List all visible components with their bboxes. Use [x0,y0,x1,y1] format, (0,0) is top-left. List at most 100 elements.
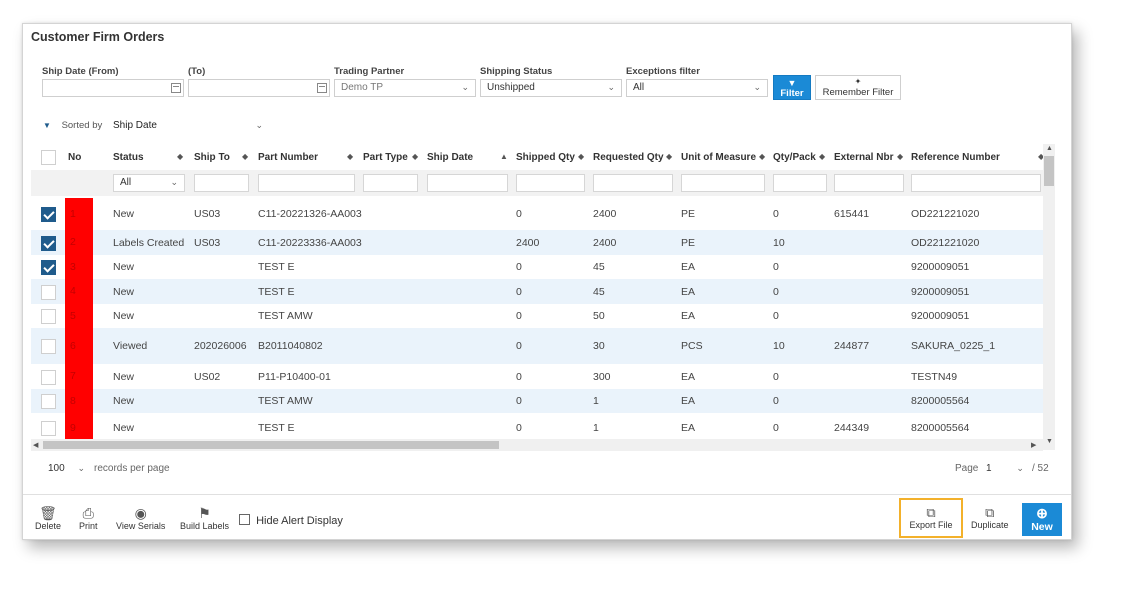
scroll-right-icon[interactable]: ▶ [1031,442,1037,449]
table-row[interactable]: 1 New US03 C11-20221326-AA003 0 2400 PE 0 615441… [31,198,1055,230]
select-all-checkbox[interactable] [41,150,56,165]
sort-icon[interactable]: ◆ [759,152,766,161]
uom-filter-input[interactable] [681,174,765,192]
sort-icon[interactable]: ◆ [347,152,354,161]
new-button[interactable]: ⊕ New [1022,503,1062,536]
sort-icon[interactable]: ◆ [897,152,904,161]
sort-icon[interactable]: ◆ [177,152,184,161]
sort-icon[interactable]: ◆ [242,152,249,161]
reference-number-filter-input[interactable] [911,174,1041,192]
row-checkbox[interactable] [41,260,56,275]
row-checkbox[interactable] [41,370,56,385]
ship-date-from-input[interactable] [42,79,184,97]
ship-date-filter-input[interactable] [427,174,508,192]
duplicate-button[interactable]: ⧉ Duplicate [971,505,1009,530]
checkbox-box[interactable] [239,514,250,525]
export-file-button[interactable]: ⧉ Export File [899,498,963,538]
sort-asc-icon[interactable]: ▲ [500,152,508,161]
print-button[interactable]: ⎙ Print [79,505,98,531]
row-checkbox[interactable] [41,309,56,324]
column-header[interactable]: Shipped Qty [516,152,575,163]
column-header[interactable]: External Nbr [834,152,894,163]
column-header[interactable]: Reference Number [911,152,1000,163]
table-row[interactable]: 2 Labels Created US03 C11-20223336-AA003 240… [31,230,1055,255]
part-type-filter-input[interactable] [363,174,418,192]
vertical-scrollbar[interactable]: ▲ ▼ [1043,144,1055,450]
trading-partner-select[interactable]: Demo TP ⌄ [334,79,476,97]
toolbar-divider [23,494,1071,495]
column-header[interactable]: Qty/Pack [773,152,816,163]
table-row[interactable]: 5 New TEST AMW 0 50 EA 0 9200009051 [31,304,1055,328]
table-row[interactable]: 7 New US02 P11-P10400-01 0 300 EA 0 TESTN49 [31,364,1055,389]
cell-qty-pack: 0 [773,208,779,220]
scroll-left-icon[interactable]: ◀ [33,442,39,449]
row-checkbox[interactable] [41,394,56,409]
sort-icon[interactable]: ◆ [1038,152,1045,161]
row-checkbox[interactable] [41,421,56,436]
cell-uom: PE [681,208,696,220]
row-checkbox[interactable] [41,339,56,354]
vertical-scroll-thumb[interactable] [1044,156,1054,186]
column-header[interactable]: Part Type [363,152,408,163]
column-header[interactable]: No [68,152,82,163]
exceptions-filter-select[interactable]: All ⌄ [626,79,768,97]
ship-to-filter-input[interactable] [194,174,249,192]
cell-requested: 45 [593,261,605,273]
calendar-icon[interactable] [171,83,181,93]
build-labels-button[interactable]: ⚑ Build Labels [180,505,229,531]
horizontal-scroll-thumb[interactable] [43,441,499,449]
status-filter-select[interactable]: All ⌄ [113,174,185,192]
remember-filter-button[interactable]: ✦ Remember Filter [815,75,901,100]
delete-button[interactable]: 🗑 Delete [35,505,61,531]
sort-icon[interactable]: ◆ [819,152,826,161]
filter-button[interactable]: ▼ Filter [773,75,811,100]
sorted-by-label: Sorted by [61,120,103,131]
row-checkbox[interactable] [41,236,56,251]
chevron-down-icon: ⌄ [255,120,263,130]
shipping-status-value: Unshipped [487,82,535,93]
ship-date-to-input[interactable] [188,79,330,97]
page-select[interactable]: 1 ⌄ [986,463,1024,474]
status-filter-value: All [120,177,132,188]
qty-pack-filter-input[interactable] [773,174,827,192]
shipping-status-select[interactable]: Unshipped ⌄ [480,79,622,97]
sort-icon[interactable]: ◆ [412,152,419,161]
sort-icon[interactable]: ◆ [578,152,585,161]
per-page-value: 100 [48,463,65,474]
column-header[interactable]: Unit of Measure [681,152,757,163]
tag-icon: ⚑ [198,505,211,521]
export-file-label: Export File [909,520,953,530]
column-header[interactable]: Ship Date [427,152,474,163]
row-checkbox[interactable] [41,207,56,222]
column-header[interactable]: Status [113,152,144,163]
scroll-down-icon[interactable]: ▼ [1046,438,1053,445]
column-header[interactable]: Ship To [194,152,230,163]
calendar-icon[interactable] [317,83,327,93]
table-row[interactable]: 3 New TEST E 0 45 EA 0 9200009051 [31,255,1055,279]
cell-ship-to: US02 [194,371,221,383]
column-header[interactable]: Requested Qty [593,152,664,163]
horizontal-scrollbar[interactable]: ◀ ▶ [31,439,1043,451]
row-checkbox[interactable] [41,285,56,300]
cell-reference: 8200005564 [911,422,970,434]
view-serials-button[interactable]: ◉ View Serials [116,505,165,531]
cell-uom: EA [681,371,696,383]
trading-partner-value: Demo TP [341,82,384,93]
part-number-filter-input[interactable] [258,174,355,192]
table-row[interactable]: 6 Viewed 202026006 B2011040802 0 30 PCS 10 24487… [31,328,1055,364]
sort-select[interactable]: Ship Date ⌄ [113,120,263,131]
customer-firm-orders-panel: Customer Firm Orders Ship Date (From) (T… [22,23,1072,540]
per-page-select[interactable]: 100 ⌄ [48,463,85,474]
external-nbr-filter-input[interactable] [834,174,904,192]
requested-qty-filter-input[interactable] [593,174,673,192]
column-header[interactable]: Part Number [258,152,319,163]
cell-status: New [113,371,135,383]
hide-alert-checkbox[interactable]: Hide Alert Display [239,514,343,527]
shipped-qty-filter-input[interactable] [516,174,585,192]
scroll-up-icon[interactable]: ▲ [1046,145,1053,152]
cell-reference: 8200005564 [911,395,970,407]
table-row[interactable]: 9 New TEST E 0 1 EA 0 244349 8200005564 [31,413,1055,443]
table-row[interactable]: 4 New TEST E 0 45 EA 0 9200009051 [31,279,1055,304]
table-row[interactable]: 8 New TEST AMW 0 1 EA 0 8200005564 [31,389,1055,413]
sort-icon[interactable]: ◆ [666,152,673,161]
